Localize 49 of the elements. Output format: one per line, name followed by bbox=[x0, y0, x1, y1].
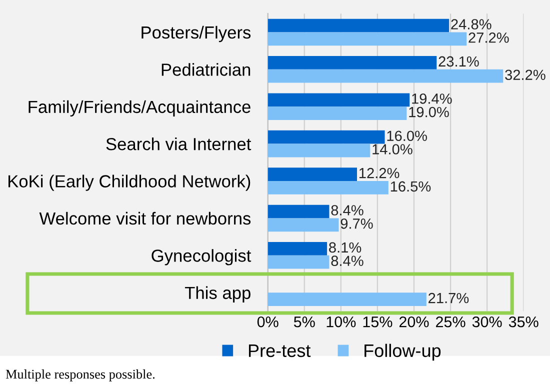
data-label: 8.4% bbox=[331, 256, 364, 266]
bar bbox=[268, 144, 370, 158]
data-label: 16.5% bbox=[390, 181, 431, 192]
bar bbox=[268, 56, 437, 70]
x-tick-label: 0% bbox=[257, 316, 278, 328]
y-tick-label: This app bbox=[184, 286, 250, 302]
data-label: 14.0% bbox=[372, 144, 412, 154]
bar bbox=[268, 255, 330, 269]
bar bbox=[268, 93, 410, 107]
data-label: 12.2% bbox=[360, 168, 400, 178]
y-tick-label: Posters/Flyers bbox=[142, 26, 251, 42]
bar bbox=[268, 181, 388, 194]
y-tick-label: Pediatrician bbox=[162, 63, 250, 76]
data-label: 27.2% bbox=[468, 32, 509, 43]
legend-label: Follow-up bbox=[364, 344, 441, 361]
y-tick-label: Family/Friends/Acquaintance bbox=[28, 100, 250, 117]
x-tick-label: 20% bbox=[399, 316, 429, 328]
data-label: 24.8% bbox=[451, 19, 492, 30]
data-label: 19.4% bbox=[412, 94, 452, 104]
text: Multiple responses possible. bbox=[6, 369, 155, 382]
x-tick-label: 35% bbox=[508, 316, 538, 328]
data-label: 8.1% bbox=[329, 242, 362, 253]
data-label: 9.7% bbox=[340, 218, 373, 229]
bar bbox=[268, 18, 450, 32]
data-label: 32.2% bbox=[505, 70, 546, 80]
x-tick-label: 30% bbox=[472, 316, 502, 328]
data-label: 8.4% bbox=[331, 205, 364, 216]
bar bbox=[268, 168, 357, 182]
bar bbox=[268, 218, 339, 232]
bar bbox=[268, 204, 330, 218]
bar bbox=[268, 32, 467, 46]
bar bbox=[268, 106, 407, 120]
bar bbox=[268, 242, 328, 256]
data-label: 21.7% bbox=[428, 292, 469, 304]
y-tick-label: Welcome visit for newborns bbox=[39, 212, 251, 225]
y-tick-label: Search via Internet bbox=[106, 138, 252, 150]
y-tick-label: Gynecologist bbox=[152, 249, 252, 266]
y-tick-label: KoKi (Early Childhood Network) bbox=[8, 174, 250, 191]
data-label: 19.0% bbox=[409, 106, 449, 118]
x-tick-label: 5% bbox=[294, 316, 315, 328]
bar bbox=[268, 130, 385, 144]
data-label: 23.1% bbox=[438, 56, 479, 67]
data-label: 16.0% bbox=[387, 130, 427, 142]
x-tick-label: 25% bbox=[436, 316, 466, 328]
bar bbox=[268, 69, 504, 83]
legend-label: Pre-test bbox=[248, 344, 311, 358]
x-tick-label: 15% bbox=[363, 316, 392, 328]
bar bbox=[268, 292, 426, 306]
x-tick-label: 10% bbox=[326, 316, 356, 328]
